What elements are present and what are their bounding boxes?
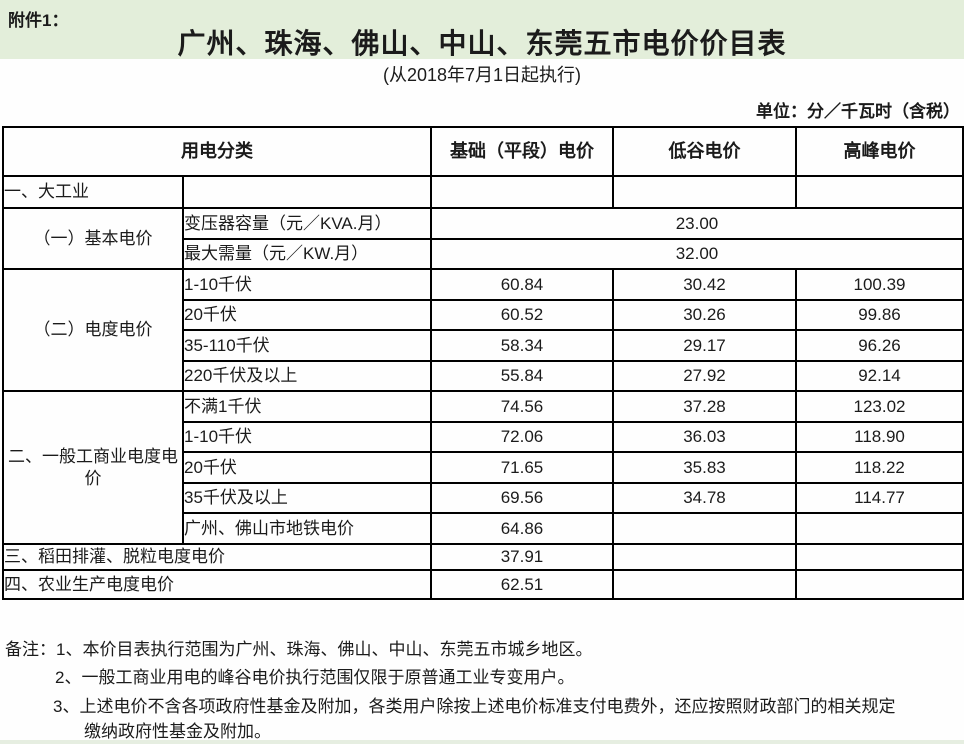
row-label: 220千伏及以上 — [182, 360, 432, 392]
section-basic-price-label: （一）基本电价 — [2, 207, 184, 270]
row-label: 1-10千伏 — [182, 421, 432, 453]
section-energy-price-label: （二）电度电价 — [2, 268, 184, 392]
valley-price: 37.28 — [612, 390, 797, 423]
empty-cell — [612, 543, 797, 571]
peak-price: 114.77 — [795, 482, 964, 514]
peak-price: 100.39 — [795, 268, 964, 301]
row-label-transformer-capacity: 变压器容量（元／KVA.月） — [182, 207, 432, 240]
bottom-edge-strip — [0, 740, 964, 744]
valley-price: 35.83 — [612, 451, 797, 484]
peak-price: 123.02 — [795, 390, 964, 423]
table-row: 四、农业生产电度电价 62.51 — [2, 569, 964, 600]
valley-price: 30.26 — [612, 299, 797, 331]
base-price: 72.06 — [430, 421, 614, 453]
row-label: 35千伏及以上 — [182, 482, 432, 514]
peak-price: 99.86 — [795, 299, 964, 331]
table-row: 220千伏及以上 55.84 27.92 92.14 — [3, 360, 964, 392]
base-price: 64.86 — [430, 512, 614, 545]
value-transformer-capacity: 23.00 — [430, 207, 964, 240]
section-large-industry-label: 一、大工业 — [2, 175, 184, 209]
base-price: 74.56 — [430, 390, 614, 423]
empty-cell — [612, 175, 797, 209]
table-row: （二）电度电价 1-10千伏 60.84 30.42 100.39 — [2, 268, 964, 392]
price-table: 用电分类 基础（平段）电价 低谷电价 高峰电价 一、大工业 （一）基本电价 变压… — [2, 126, 964, 600]
table-row: 三、稻田排灌、脱粒电度电价 37.91 — [2, 543, 964, 571]
section-agriculture-label: 四、农业生产电度电价 — [2, 569, 432, 600]
section-paddy-label: 三、稻田排灌、脱粒电度电价 — [2, 543, 432, 571]
empty-cell — [612, 512, 797, 545]
empty-cell — [430, 175, 614, 209]
peak-price: 96.26 — [795, 329, 964, 362]
base-price: 69.56 — [430, 482, 614, 514]
base-price: 55.84 — [430, 360, 614, 392]
table-row: 最大需量（元／KW.月） 32.00 — [3, 238, 964, 270]
row-label: 20千伏 — [182, 451, 432, 484]
table-row: 一、大工业 — [2, 175, 964, 209]
row-label-metro: 广州、佛山市地铁电价 — [182, 512, 432, 545]
valley-price: 29.17 — [612, 329, 797, 362]
footnote-1: 备注：1、本价目表执行范围为广州、珠海、佛山、中山、东莞五市城乡地区。 — [5, 640, 593, 659]
peak-price: 92.14 — [795, 360, 964, 392]
row-label: 1-10千伏 — [182, 268, 432, 301]
table-row: 20千伏 71.65 35.83 118.22 — [3, 451, 964, 484]
base-price: 58.34 — [430, 329, 614, 362]
table-row: 广州、佛山市地铁电价 64.86 — [3, 512, 964, 545]
empty-cell — [795, 512, 964, 545]
effective-date: (从2018年7月1日起执行) — [382, 65, 582, 85]
peak-price: 118.22 — [795, 451, 964, 484]
attachment-label: 附件1： — [8, 11, 69, 30]
table-row: 1-10千伏 72.06 36.03 118.90 — [3, 421, 964, 453]
base-price: 60.52 — [430, 299, 614, 331]
empty-cell — [795, 175, 964, 209]
footnote-2: 2、一般工商业用电的峰谷电价执行范围仅限于原普通工业专变用户。 — [55, 668, 575, 687]
row-label: 35-110千伏 — [182, 329, 432, 362]
unit-note: 单位：分／千瓦时（含税） — [756, 102, 960, 121]
table-row: 35-110千伏 58.34 29.17 96.26 — [3, 329, 964, 362]
col-header-category: 用电分类 — [2, 126, 432, 177]
col-header-peak-price: 高峰电价 — [795, 126, 964, 177]
empty-cell — [795, 543, 964, 571]
base-price: 60.84 — [430, 268, 614, 301]
empty-cell — [182, 175, 432, 209]
valley-price: 30.42 — [612, 268, 797, 301]
footnote-3-continued: 缴纳政府性基金及附加。 — [84, 722, 271, 741]
col-header-valley-price: 低谷电价 — [612, 126, 797, 177]
value-max-demand: 32.00 — [430, 238, 964, 270]
table-row: 35千伏及以上 69.56 34.78 114.77 — [3, 482, 964, 514]
section-general-commercial-label: 二、一般工商业电度电价 — [2, 390, 184, 545]
table-header-row: 用电分类 基础（平段）电价 低谷电价 高峰电价 — [2, 126, 964, 177]
base-price: 62.51 — [430, 569, 614, 600]
row-label-max-demand: 最大需量（元／KW.月） — [182, 238, 432, 270]
header-band — [0, 0, 964, 59]
page-title: 广州、珠海、佛山、中山、东莞五市电价价目表 — [177, 28, 787, 59]
valley-price: 36.03 — [612, 421, 797, 453]
empty-cell — [795, 569, 964, 600]
base-price: 37.91 — [430, 543, 614, 571]
table-row: （一）基本电价 变压器容量（元／KVA.月） 23.00 — [2, 207, 964, 270]
footnote-3: 3、上述电价不含各项政府性基金及附加，各类用户除按上述电价标准支付电费外，还应按… — [53, 697, 896, 716]
valley-price: 27.92 — [612, 360, 797, 392]
peak-price: 118.90 — [795, 421, 964, 453]
valley-price: 34.78 — [612, 482, 797, 514]
row-label: 不满1千伏 — [182, 390, 432, 423]
empty-cell — [612, 569, 797, 600]
base-price: 71.65 — [430, 451, 614, 484]
col-header-base-price: 基础（平段）电价 — [430, 126, 614, 177]
table-row: 二、一般工商业电度电价 不满1千伏 74.56 37.28 123.02 — [2, 390, 964, 545]
table-row: 20千伏 60.52 30.26 99.86 — [3, 299, 964, 331]
row-label: 20千伏 — [182, 299, 432, 331]
